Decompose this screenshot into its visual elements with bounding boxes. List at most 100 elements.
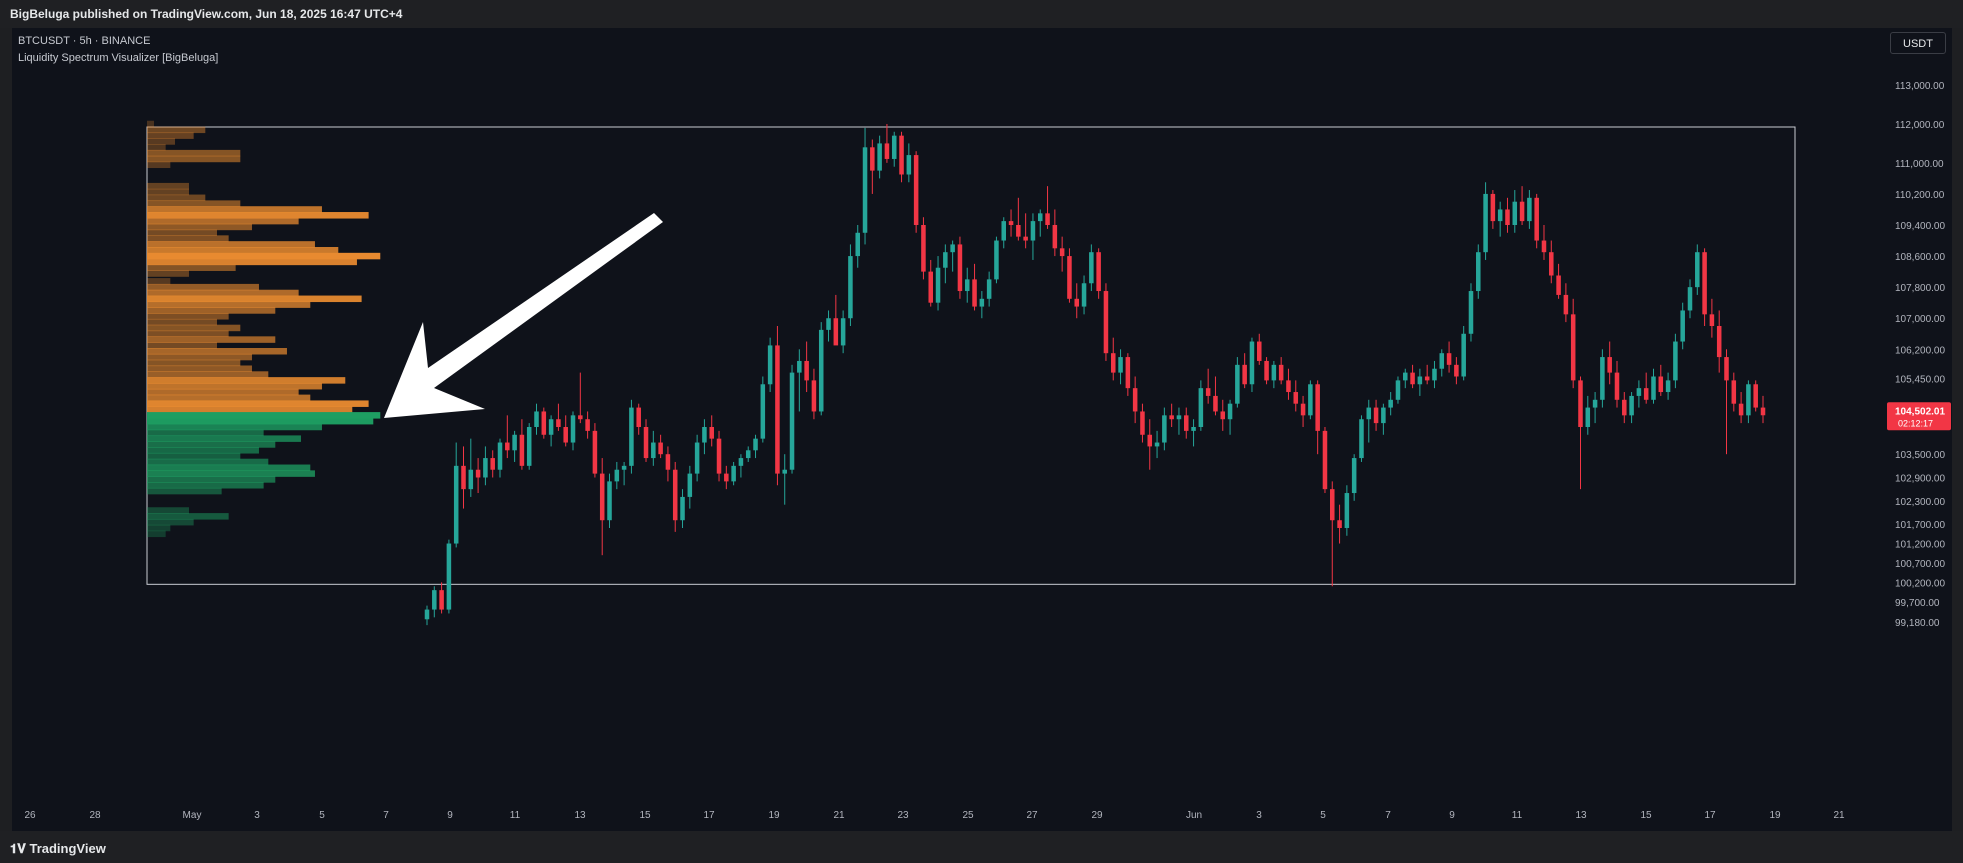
liquidity-bar-green: [147, 464, 311, 472]
liquidity-bar-green: [147, 441, 276, 448]
liquidity-bar-orange: [147, 359, 241, 367]
x-tick-label: 7: [1385, 810, 1391, 821]
liquidity-bar-green: [147, 412, 381, 419]
liquidity-bar-orange: [147, 264, 236, 271]
y-tick-label: 107,800.00: [1895, 283, 1945, 294]
candle-body: [994, 240, 999, 280]
candle-body: [943, 252, 948, 268]
candle-body: [1600, 357, 1605, 400]
currency-button[interactable]: USDT: [1890, 32, 1946, 54]
candle-body: [1140, 411, 1145, 435]
y-tick-label: 105,450.00: [1895, 374, 1945, 385]
liquidity-bar-orange: [147, 353, 252, 361]
candle-body: [1446, 353, 1452, 365]
candle-body: [877, 143, 882, 171]
liquidity-bar-orange: [147, 212, 369, 219]
candle-body: [1242, 364, 1247, 385]
candle-body: [563, 426, 568, 443]
x-tick-label: 9: [447, 810, 453, 821]
candle-body: [1110, 353, 1116, 373]
candle-body: [1388, 399, 1393, 408]
symbol-info[interactable]: BTCUSDT · 5h · BINANCE: [18, 35, 151, 47]
liquidity-bar-orange: [147, 289, 299, 297]
candle-body: [556, 419, 561, 427]
candle-body: [818, 329, 824, 412]
candle-body: [1592, 399, 1598, 408]
candle-body: [1607, 357, 1612, 373]
candle-body: [1716, 325, 1722, 358]
y-tick-label: 108,600.00: [1895, 252, 1945, 263]
candle-body: [607, 481, 612, 521]
candle-body: [1125, 357, 1131, 389]
liquidity-bar-orange: [147, 188, 189, 196]
x-tick-label: 21: [833, 810, 845, 821]
candle-body: [928, 271, 934, 303]
candle-body: [833, 318, 839, 346]
candle-body: [709, 426, 714, 439]
candle-body: [1359, 419, 1364, 459]
candle-body: [1103, 291, 1109, 354]
candle-body: [1154, 442, 1160, 447]
y-tick-label: 100,200.00: [1895, 578, 1945, 589]
y-tick-label: 106,200.00: [1895, 345, 1945, 356]
liquidity-bar-orange: [147, 138, 175, 145]
candle-body: [957, 244, 963, 292]
x-tick-label: 15: [639, 810, 651, 821]
candle-body: [1052, 224, 1058, 249]
liquidity-bar-green: [147, 423, 322, 431]
liquidity-bar-orange: [147, 252, 381, 260]
candle-body: [1570, 314, 1576, 381]
candle-body: [1680, 310, 1685, 342]
liquidity-bar-green: [147, 518, 194, 526]
candle-body: [548, 419, 554, 435]
candle-body: [621, 465, 627, 470]
candle-body: [629, 407, 634, 466]
indicator-title[interactable]: Liquidity Spectrum Visualizer [BigBeluga…: [18, 52, 219, 64]
liquidity-bar-green: [147, 530, 166, 538]
candle-body: [1373, 407, 1379, 424]
candle-body: [1059, 248, 1065, 257]
liquidity-bar-green: [147, 458, 269, 466]
candle-body: [1643, 388, 1649, 400]
liquidity-bar-orange: [147, 144, 166, 151]
y-tick-label: 102,300.00: [1895, 497, 1945, 508]
candle-body: [1191, 426, 1196, 431]
candle-body: [906, 155, 912, 175]
candle-body: [884, 143, 890, 159]
x-tick-label: 29: [1091, 810, 1103, 821]
candle-body: [1629, 395, 1634, 416]
liquidity-bar-orange: [147, 182, 189, 190]
liquidity-bar-orange: [147, 382, 322, 390]
candle-body: [1541, 240, 1547, 253]
y-tick-label: 107,000.00: [1895, 314, 1945, 325]
candle-body: [1585, 407, 1591, 427]
y-tick-label: 103,500.00: [1895, 450, 1945, 461]
liquidity-bar-orange: [147, 400, 369, 407]
liquidity-bar-orange: [147, 200, 241, 207]
liquidity-bar-orange: [147, 342, 217, 349]
liquidity-bar-orange: [147, 258, 357, 266]
y-tick-label: 100,700.00: [1895, 559, 1945, 570]
candle-body: [1527, 197, 1532, 222]
candle-body: [899, 135, 904, 175]
candle-body: [848, 256, 853, 319]
liquidity-bar-green: [147, 513, 229, 520]
tradingview-logo[interactable]: 𝟏𝐕 TradingView: [10, 841, 106, 857]
candle-body: [1709, 314, 1715, 326]
candle-body: [468, 469, 474, 490]
candle-body: [1030, 221, 1036, 241]
candle-body: [891, 135, 897, 159]
x-tick-label: May: [183, 810, 202, 821]
liquidity-bar-orange: [147, 194, 206, 202]
candle-body: [599, 473, 605, 521]
candle-body: [1695, 252, 1700, 288]
candle-body: [1322, 430, 1328, 490]
candle-body: [797, 360, 802, 373]
candle-body: [534, 411, 539, 427]
y-tick-label: 111,000.00: [1895, 159, 1944, 170]
liquidity-bar-orange: [147, 206, 322, 213]
chart-panel[interactable]: [12, 28, 1952, 831]
x-tick-label: 17: [1704, 810, 1716, 821]
candle-body: [483, 458, 488, 478]
